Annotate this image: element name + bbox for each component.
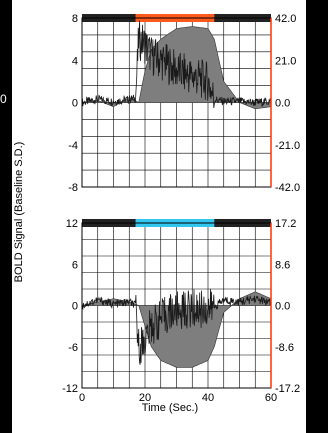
- right-tick-label: 0.0: [275, 301, 290, 313]
- y-tick-label: 8: [72, 13, 78, 25]
- y-tick-label: 12: [66, 218, 78, 230]
- y-tick-label: 0: [72, 98, 78, 110]
- x-axis-label: Time (Sec.): [142, 402, 198, 414]
- y-tick-label: -6: [68, 342, 78, 354]
- y-tick-label: -4: [68, 140, 78, 152]
- y-tick-label: 6: [72, 259, 78, 271]
- right-axis-label: Neural Signal (a.u.): [315, 149, 327, 244]
- right-tick-label: -42.0: [275, 182, 300, 194]
- x-tick-label: 60: [265, 392, 277, 404]
- y-tick-label: -12: [62, 383, 78, 395]
- right-tick-label: 21.0: [275, 55, 296, 67]
- x-tick-label: 0: [79, 392, 85, 404]
- right-tick-label: 8.6: [275, 259, 290, 271]
- x-tick-label: 20: [139, 392, 151, 404]
- y-tick-label: -8: [68, 182, 78, 194]
- right-tick-label: 0.0: [275, 98, 290, 110]
- neural-signal-trace: [81, 20, 272, 109]
- neural-signal-trace: [81, 288, 272, 365]
- panel-letter: 0: [0, 92, 7, 106]
- right-tick-label: 17.2: [275, 218, 296, 230]
- y-tick-label: 0: [72, 301, 78, 313]
- right-tick-label: -21.0: [275, 140, 300, 152]
- top-panel: 8 4 0 -4 -8 42.0 21.0 0.0 -21.0 -42.0: [68, 13, 300, 194]
- x-tick-label: 40: [202, 392, 214, 404]
- right-tick-label: -8.6: [275, 342, 294, 354]
- right-tick-label: -17.2: [275, 383, 300, 395]
- bold-response-area: [81, 291, 272, 368]
- right-tick-label: 42.0: [275, 13, 296, 25]
- y-axis-label: BOLD Signal (Baseline S.D.): [13, 142, 25, 283]
- y-tick-label: 4: [72, 55, 78, 67]
